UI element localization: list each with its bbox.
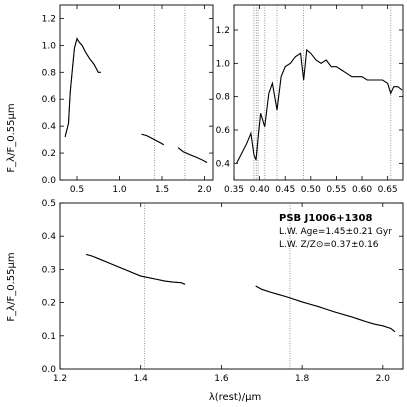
xlabel-bottom: λ(rest)/μm xyxy=(209,392,261,403)
x-tick-label: 2.0 xyxy=(376,374,391,384)
panel-top-left: 0.5 1.0 1.5 2.0 0.0 0.2 0.4 0.6 0.8 1.0 1.2 xyxy=(42,4,214,195)
y-tick-label: 1.2 xyxy=(42,14,56,24)
x-tick-label: 0.65 xyxy=(378,185,398,195)
plot-frame xyxy=(233,4,404,181)
y-tick-label: 0.2 xyxy=(42,149,56,159)
series-line xyxy=(255,285,396,333)
series-line xyxy=(177,147,208,163)
series-line xyxy=(86,254,186,285)
x-tick-label: 0.50 xyxy=(301,185,321,195)
plot-frame xyxy=(59,4,214,181)
x-tick-label: 0.45 xyxy=(275,185,295,195)
series-line xyxy=(236,48,403,164)
y-tick-label: 0.3 xyxy=(42,265,56,275)
y-tick-label: 0.2 xyxy=(42,299,56,309)
y-tick-label: 0.4 xyxy=(216,159,231,169)
x-tick-label: 0.35 xyxy=(224,185,244,195)
y-tick-label: 0.5 xyxy=(42,199,56,209)
ylabel-bottom: F_λ/F_0.55μm xyxy=(6,252,17,321)
x-tick-label: 1.4 xyxy=(134,374,149,384)
y-tick-label: 0.8 xyxy=(42,68,57,78)
x-tick-label: 1.8 xyxy=(295,374,310,384)
annotation-metallicity: L.W. Z/Z⊙=0.37±0.16 xyxy=(279,240,379,250)
ylabel-top-left: F_λ/F_0.55μm xyxy=(6,103,17,172)
y-tick-label: 0.1 xyxy=(42,332,56,342)
x-tick-label: 0.5 xyxy=(70,185,84,195)
series-line xyxy=(64,37,101,138)
y-tick-label: 1.2 xyxy=(216,26,230,36)
y-tick-label: 0.6 xyxy=(42,95,57,105)
x-tick-label: 1.2 xyxy=(53,374,67,384)
y-tick-label: 0.8 xyxy=(216,93,231,103)
y-tick-label: 1.0 xyxy=(42,41,57,51)
y-tick-label: 0.6 xyxy=(216,126,231,136)
x-tick-label: 0.55 xyxy=(326,185,346,195)
x-tick-label: 1.6 xyxy=(214,374,229,384)
annotation-age: L.W. Age=1.45±0.21 Gyr xyxy=(279,227,392,237)
plot-frame xyxy=(59,202,404,370)
series-line xyxy=(86,253,186,285)
x-tick-label: 0.40 xyxy=(250,185,270,195)
series-line xyxy=(141,133,165,146)
x-tick-label: 1.5 xyxy=(155,185,169,195)
panel-top-right: 0.35 0.40 0.45 0.50 0.55 0.60 0.65 0.4 0.6 0.8 1.0… xyxy=(216,4,404,195)
x-tick-label: 2.0 xyxy=(197,185,212,195)
annotation-title: PSB J1006+1308 xyxy=(279,213,372,224)
x-tick-label: 1.0 xyxy=(112,185,127,195)
y-tick-label: 0.0 xyxy=(42,365,57,375)
panel-bottom: 1.2 1.4 1.6 1.8 2.0 0.0 0.1 0.2 0.3 0.4 0.5 xyxy=(42,199,404,384)
y-tick-label: 0.4 xyxy=(42,232,57,242)
y-tick-label: 0.0 xyxy=(42,176,57,186)
y-tick-label: 0.4 xyxy=(42,122,57,132)
y-tick-label: 1.0 xyxy=(216,59,231,69)
x-tick-label: 0.60 xyxy=(352,185,372,195)
